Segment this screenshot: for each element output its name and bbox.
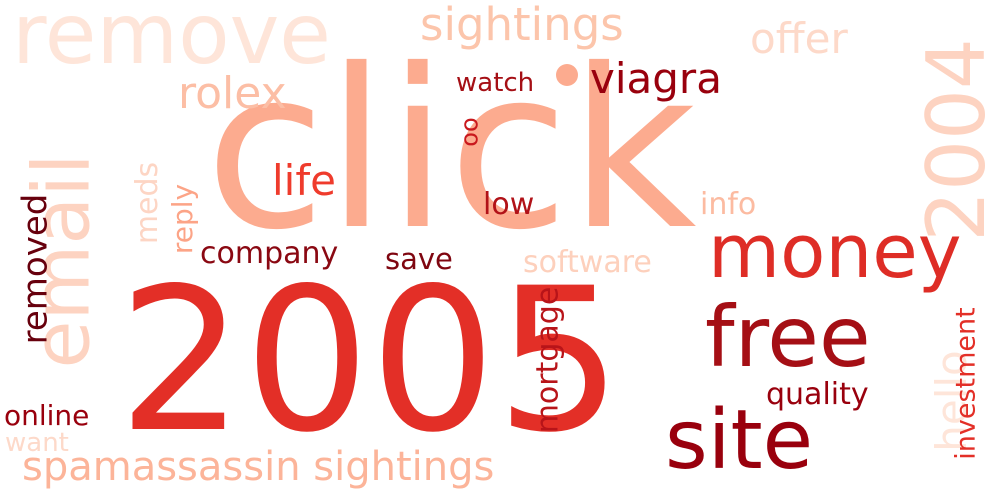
- word-save: save: [385, 242, 453, 276]
- word-reply: reply: [166, 183, 200, 255]
- word-want: want: [5, 428, 69, 458]
- word-remove: remove: [12, 0, 331, 83]
- word-rolex: rolex: [178, 68, 287, 119]
- word-free: free: [705, 288, 871, 386]
- word-2005: 2005: [118, 245, 622, 476]
- dot-mark: [556, 64, 578, 86]
- word-investment: investment: [950, 307, 982, 460]
- word-company: company: [200, 236, 339, 271]
- word-site: site: [665, 393, 814, 488]
- word-low: low: [483, 187, 535, 222]
- word-software: software: [523, 245, 652, 280]
- word-info: info: [700, 187, 757, 222]
- word-online: online: [4, 399, 90, 432]
- word-money: money: [708, 209, 962, 295]
- word-meds: meds: [130, 161, 166, 245]
- word-removed: removed: [15, 193, 56, 345]
- word-watch: watch: [456, 68, 535, 98]
- word-quality: quality: [766, 377, 869, 412]
- word-offer: offer: [750, 14, 848, 63]
- word-viagra: viagra: [590, 54, 722, 103]
- word-spamassassin-sightings: spamassassin sightings: [22, 444, 495, 490]
- word-mortgage: mortgage: [530, 286, 566, 434]
- word-life: life: [272, 156, 336, 205]
- word-oo: oo: [455, 117, 484, 147]
- word-sightings: sightings: [420, 0, 624, 51]
- word-click: click: [205, 22, 697, 278]
